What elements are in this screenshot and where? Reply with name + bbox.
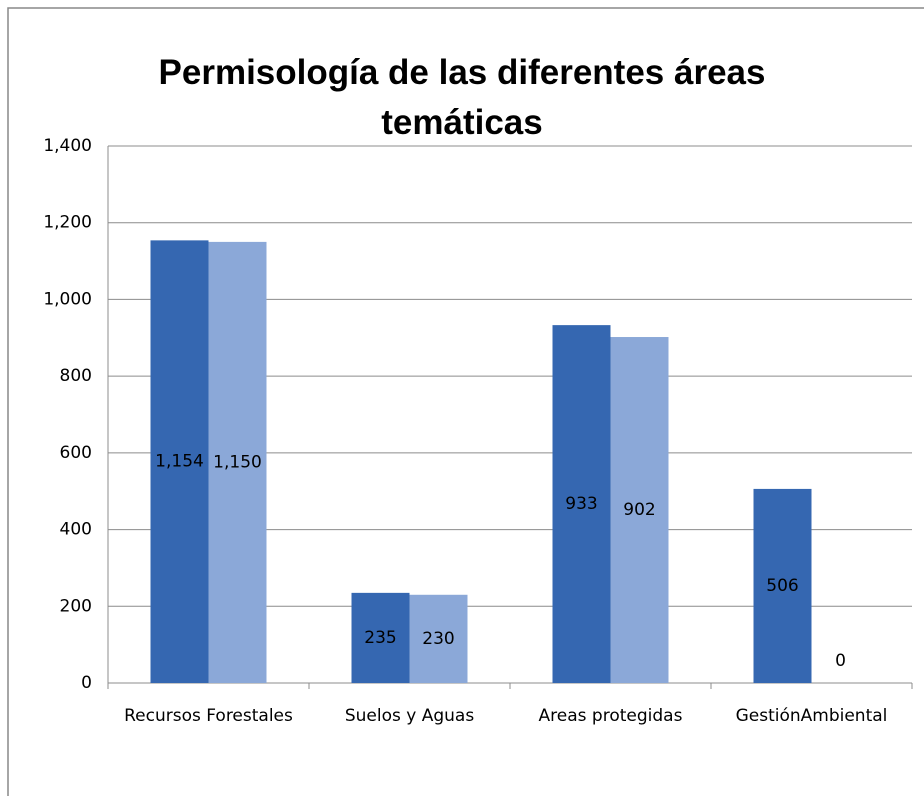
x-tick-label: Recursos Forestales xyxy=(124,706,293,726)
y-tick-label: 800 xyxy=(60,366,92,386)
bar xyxy=(409,594,468,683)
y-tick-label: 600 xyxy=(60,443,92,463)
bar xyxy=(150,240,209,683)
y-tick-label: 0 xyxy=(81,673,92,693)
data-label: 506 xyxy=(766,576,798,596)
bar xyxy=(610,337,669,683)
data-label: 902 xyxy=(623,500,655,520)
chart-title: Permisología de las diferentes áreas tem… xyxy=(158,53,766,142)
data-label: 235 xyxy=(364,628,396,648)
bar xyxy=(753,488,812,683)
x-tick-label: Suelos y Aguas xyxy=(345,706,474,726)
y-tick-label: 200 xyxy=(60,596,92,616)
y-tick-label: 1,400 xyxy=(43,136,92,156)
x-tick-label: GestiónAmbiental xyxy=(736,706,888,726)
data-label: 0 xyxy=(835,651,846,671)
bar xyxy=(208,241,267,683)
x-tick-label: Areas protegidas xyxy=(539,706,683,726)
bar xyxy=(351,592,410,683)
data-label: 1,150 xyxy=(213,452,262,472)
data-label: 230 xyxy=(422,629,454,649)
y-tick-label: 1,200 xyxy=(43,213,92,233)
y-tick-label: 1,000 xyxy=(43,289,92,309)
data-label: 1,154 xyxy=(155,452,204,472)
y-tick-label: 400 xyxy=(60,520,92,540)
bar xyxy=(552,325,611,683)
chart-frame xyxy=(7,7,924,796)
data-label: 933 xyxy=(565,494,597,514)
